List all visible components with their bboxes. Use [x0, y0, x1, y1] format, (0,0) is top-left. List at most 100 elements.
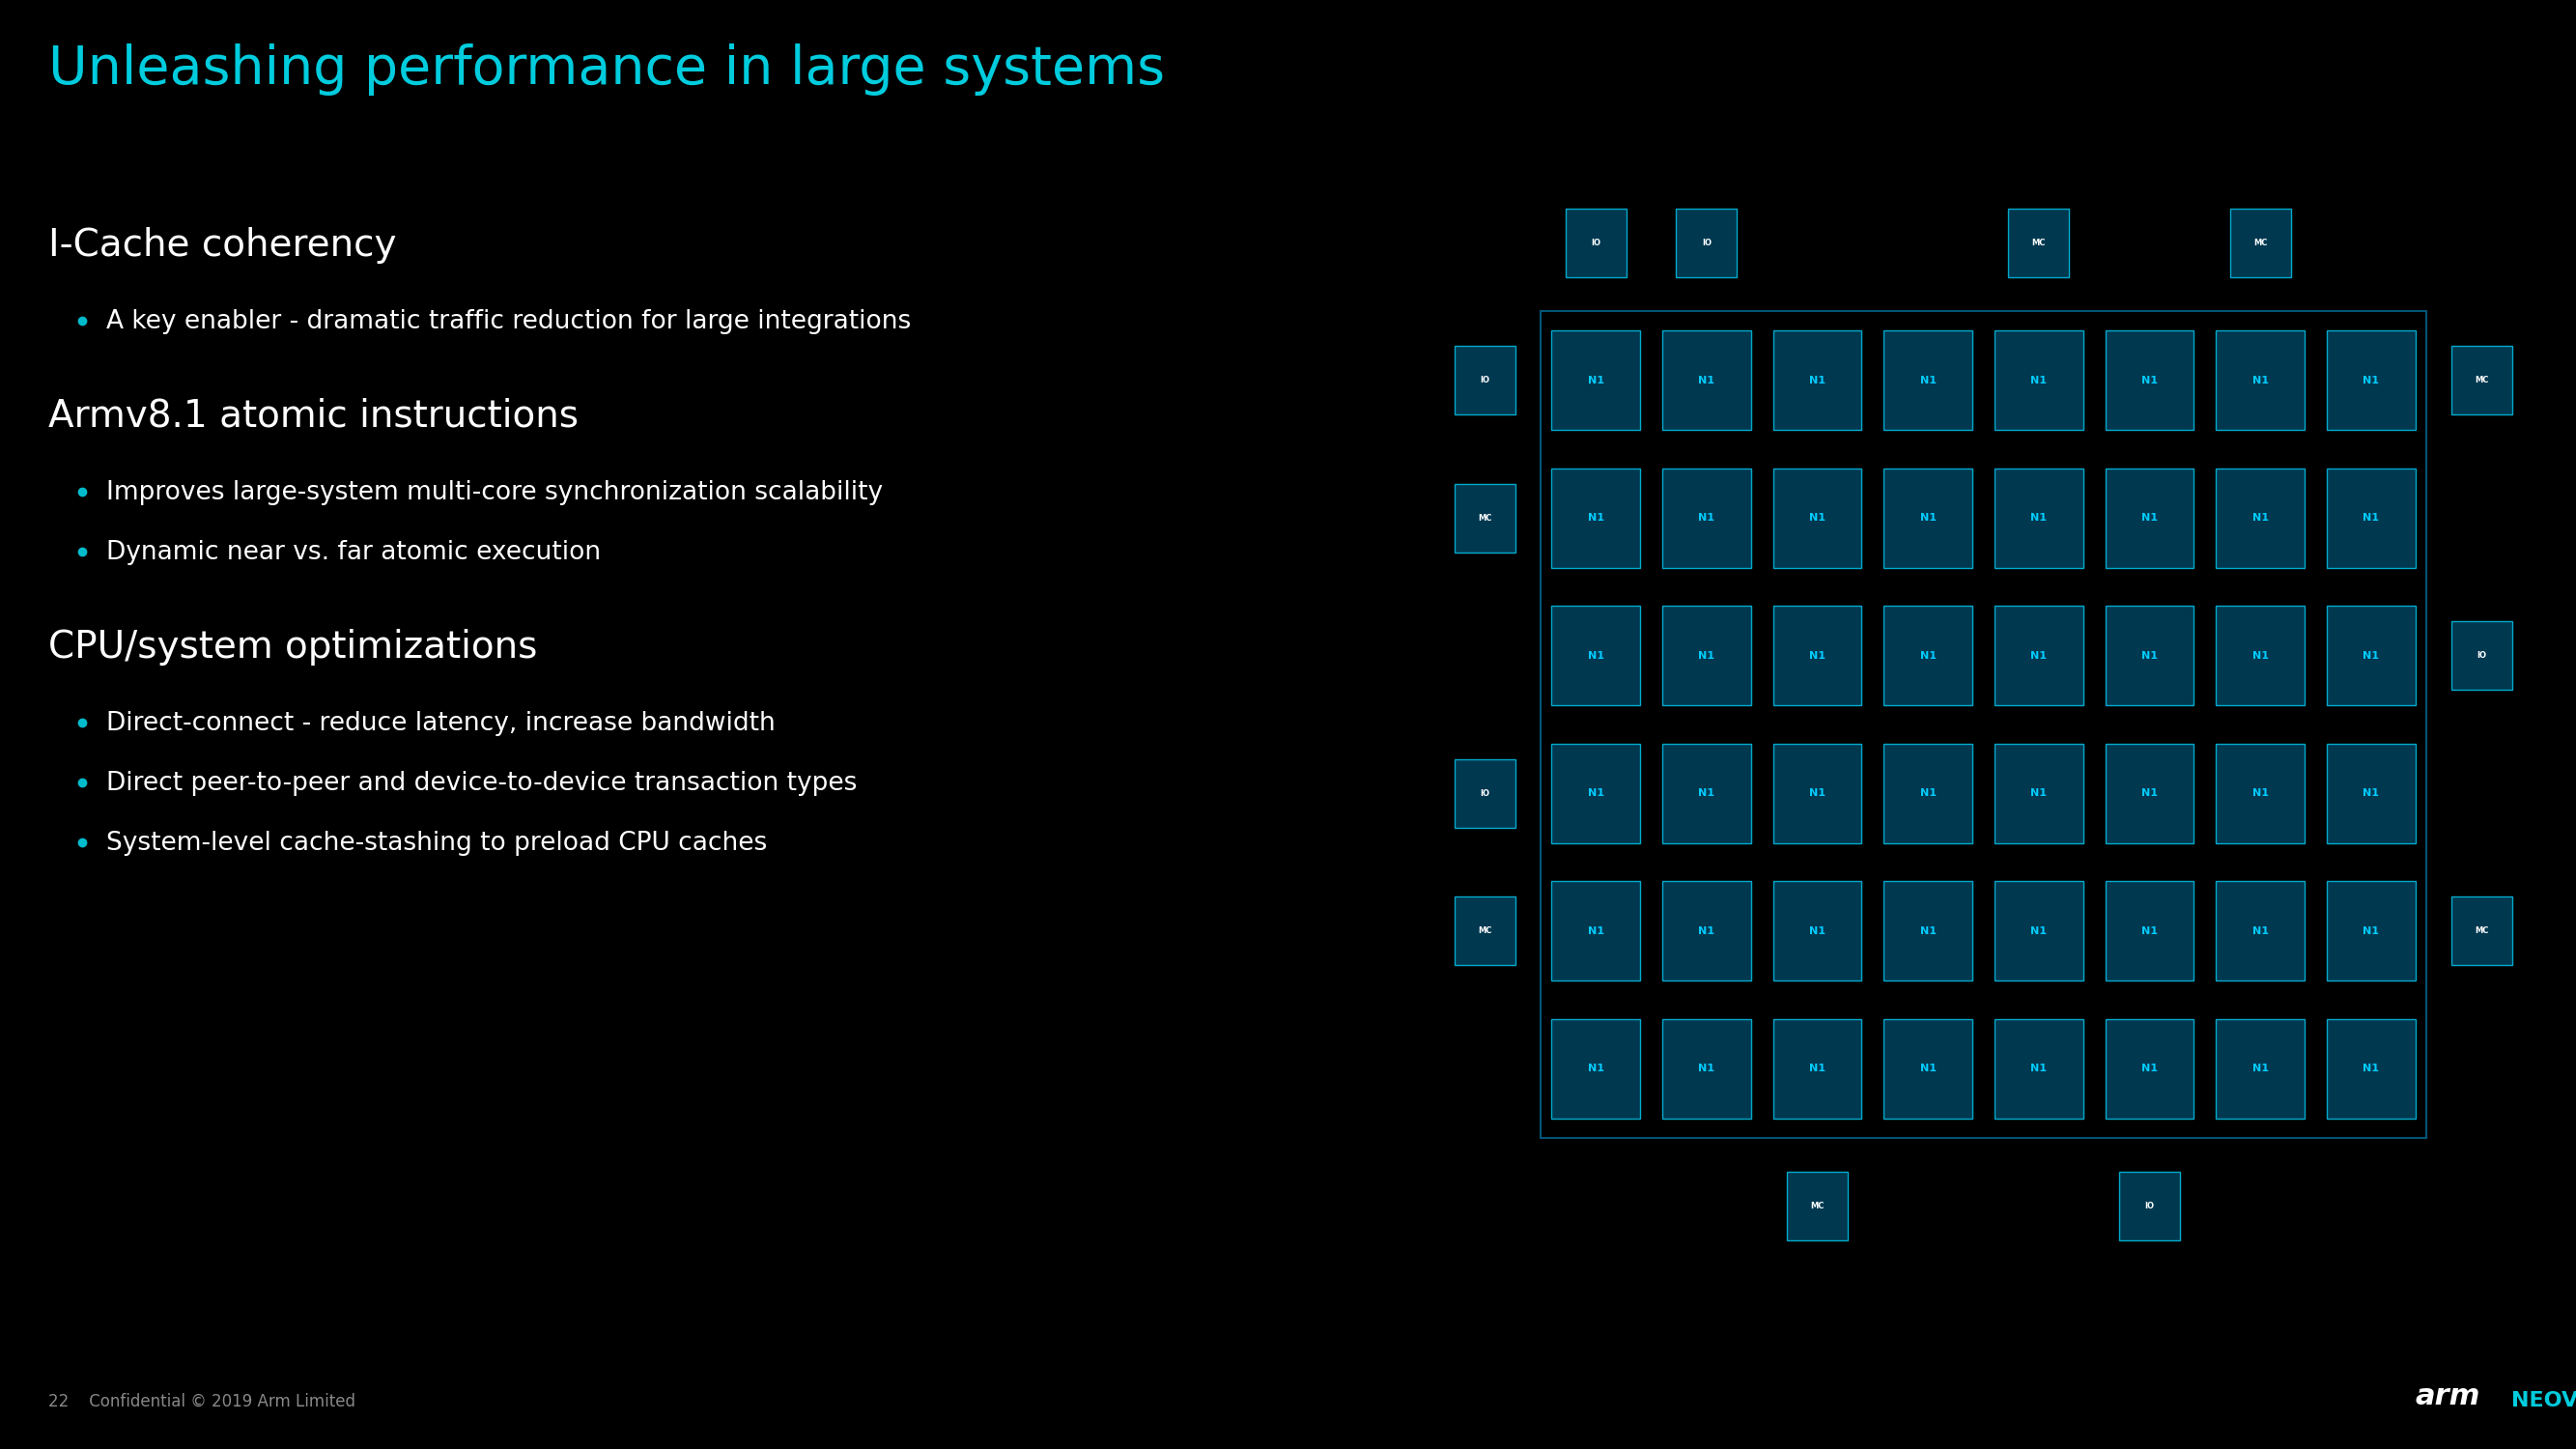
Text: N1: N1: [1808, 926, 1826, 936]
Text: N1: N1: [2362, 788, 2380, 798]
Bar: [1551, 881, 1641, 981]
Bar: [1883, 743, 1973, 843]
Text: N1: N1: [2362, 926, 2380, 936]
Text: N1: N1: [1698, 375, 1716, 385]
Bar: [1883, 330, 1973, 430]
Text: Direct peer-to-peer and device-to-device transaction types: Direct peer-to-peer and device-to-device…: [106, 771, 858, 796]
Text: N1: N1: [2141, 788, 2159, 798]
Text: Dynamic near vs. far atomic execution: Dynamic near vs. far atomic execution: [106, 540, 600, 565]
Bar: [2326, 468, 2416, 568]
Bar: [1994, 606, 2084, 706]
Text: N1: N1: [1587, 1064, 1605, 1074]
Text: N1: N1: [1698, 788, 1716, 798]
Bar: [1662, 881, 1752, 981]
Bar: [1551, 330, 1641, 430]
Text: N1: N1: [1587, 651, 1605, 661]
Text: IO: IO: [2146, 1201, 2154, 1210]
Text: N1: N1: [2030, 651, 2048, 661]
Bar: [1551, 468, 1641, 568]
Bar: [2215, 881, 2306, 981]
Text: N1: N1: [2141, 375, 2159, 385]
Text: N1: N1: [2362, 651, 2380, 661]
Text: Direct-connect - reduce latency, increase bandwidth: Direct-connect - reduce latency, increas…: [106, 711, 775, 736]
Text: N1: N1: [2362, 1064, 2380, 1074]
Bar: [2452, 346, 2512, 414]
Text: N1: N1: [2251, 1064, 2269, 1074]
Text: N1: N1: [1919, 788, 1937, 798]
Text: N1: N1: [2251, 926, 2269, 936]
Text: MC: MC: [2476, 377, 2488, 385]
Text: arm: arm: [2414, 1382, 2481, 1410]
Bar: [1455, 484, 1515, 552]
Text: Improves large-system multi-core synchronization scalability: Improves large-system multi-core synchro…: [106, 480, 884, 506]
Text: MC: MC: [1479, 514, 1492, 523]
Bar: [2326, 1019, 2416, 1119]
Text: MC: MC: [1479, 927, 1492, 936]
Text: N1: N1: [1919, 513, 1937, 523]
Bar: [1994, 468, 2084, 568]
Text: N1: N1: [2251, 513, 2269, 523]
Bar: [2326, 606, 2416, 706]
Bar: [1772, 881, 1862, 981]
Text: Unleashing performance in large systems: Unleashing performance in large systems: [49, 43, 1164, 96]
Bar: [1883, 881, 1973, 981]
Bar: [1772, 743, 1862, 843]
Text: N1: N1: [1808, 651, 1826, 661]
Bar: [2009, 209, 2069, 277]
Bar: [1662, 743, 1752, 843]
Text: N1: N1: [2362, 513, 2380, 523]
Bar: [2452, 897, 2512, 965]
Bar: [2326, 743, 2416, 843]
Text: N1: N1: [1808, 375, 1826, 385]
Bar: [1994, 881, 2084, 981]
Text: N1: N1: [2141, 1064, 2159, 1074]
Text: N1: N1: [1919, 651, 1937, 661]
Text: N1: N1: [2030, 788, 2048, 798]
Text: N1: N1: [1587, 375, 1605, 385]
Text: N1: N1: [2141, 513, 2159, 523]
Bar: [1677, 209, 1736, 277]
Bar: [2105, 468, 2195, 568]
Text: N1: N1: [1587, 788, 1605, 798]
Bar: [1455, 759, 1515, 827]
Bar: [1662, 606, 1752, 706]
Text: MC: MC: [2476, 927, 2488, 936]
Bar: [1772, 1019, 1862, 1119]
Text: MC: MC: [2254, 238, 2267, 246]
Bar: [2215, 743, 2306, 843]
Bar: [1455, 346, 1515, 414]
Bar: [2215, 1019, 2306, 1119]
Bar: [1540, 312, 2427, 1137]
Text: N1: N1: [1808, 788, 1826, 798]
Text: IO: IO: [1592, 238, 1600, 246]
Bar: [1662, 330, 1752, 430]
Bar: [1994, 743, 2084, 843]
Text: N1: N1: [1698, 1064, 1716, 1074]
Text: N1: N1: [2030, 926, 2048, 936]
Bar: [1662, 468, 1752, 568]
Bar: [2105, 743, 2195, 843]
Text: N1: N1: [2362, 375, 2380, 385]
Bar: [2120, 1172, 2179, 1240]
Bar: [1455, 897, 1515, 965]
Text: IO: IO: [1481, 377, 1489, 385]
Text: MC: MC: [1811, 1201, 1824, 1210]
Bar: [1772, 606, 1862, 706]
Bar: [1662, 1019, 1752, 1119]
Text: N1: N1: [2141, 651, 2159, 661]
Text: N1: N1: [2030, 375, 2048, 385]
Bar: [1788, 1172, 1847, 1240]
Text: N1: N1: [2030, 1064, 2048, 1074]
Text: 22    Confidential © 2019 Arm Limited: 22 Confidential © 2019 Arm Limited: [49, 1392, 355, 1410]
Text: N1: N1: [2251, 788, 2269, 798]
Text: I-Cache coherency: I-Cache coherency: [49, 227, 397, 264]
Text: N1: N1: [1808, 1064, 1826, 1074]
Bar: [1566, 209, 1625, 277]
Bar: [1994, 330, 2084, 430]
Bar: [2326, 330, 2416, 430]
Text: IO: IO: [1703, 238, 1710, 246]
Bar: [2105, 606, 2195, 706]
Text: N1: N1: [1698, 513, 1716, 523]
Bar: [2215, 468, 2306, 568]
Text: N1: N1: [2251, 375, 2269, 385]
